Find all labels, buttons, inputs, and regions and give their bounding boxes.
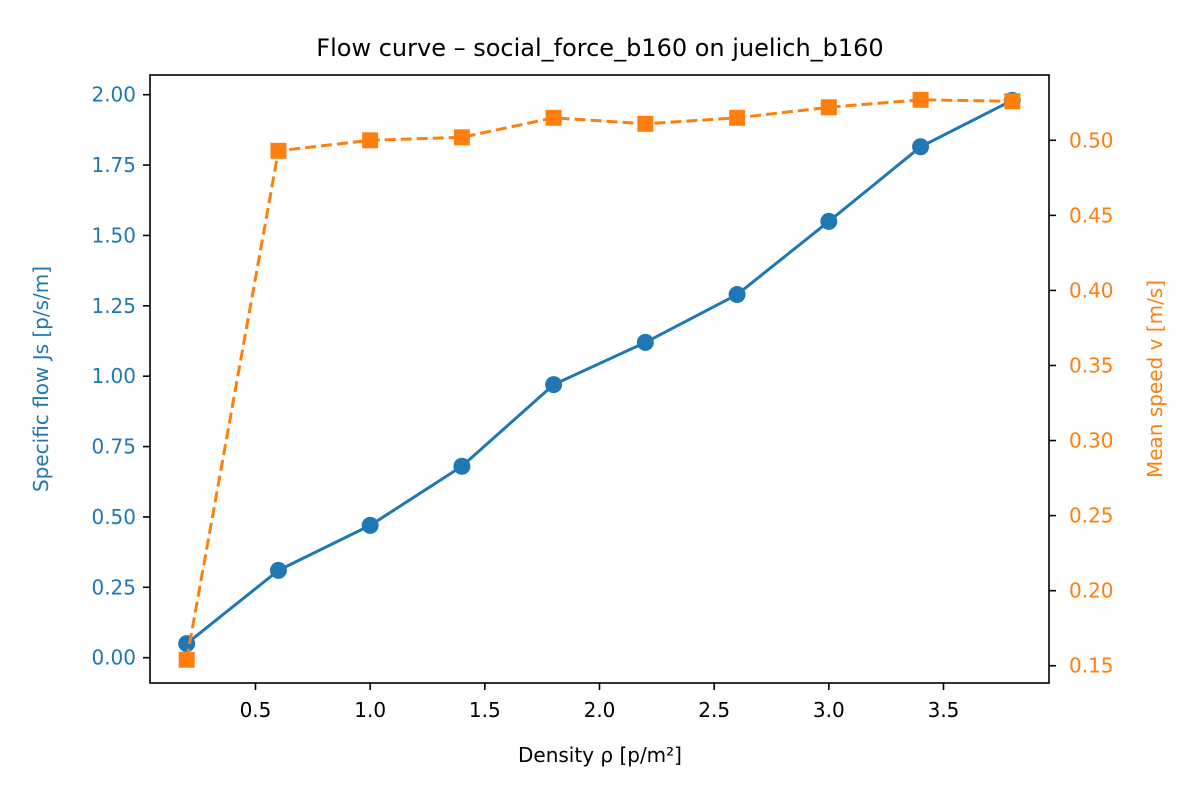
x-axis-label: Density ρ [p/m²] [518,743,682,767]
y-left-tick-label: 0.25 [91,575,136,599]
speed-data-point [912,91,929,108]
x-tick-label: 1.0 [354,698,386,722]
x-tick-label: 0.5 [240,698,272,722]
chart-title: Flow curve – social_force_b160 on juelic… [316,34,883,62]
y-right-tick-label: 0.45 [1069,203,1114,227]
speed-data-point [729,109,746,126]
speed-data-point [362,132,379,149]
speed-data-point [453,129,470,146]
y-left-tick-label: 1.75 [91,153,136,177]
y-right-tick-label: 0.25 [1069,504,1114,528]
flow-data-point [636,333,654,351]
x-tick-label: 1.5 [469,698,501,722]
y-right-axis-label: Mean speed v [m/s] [1143,280,1167,478]
flow-data-point [178,635,196,653]
y-left-axis-label: Specific flow Js [p/s/m] [29,266,53,492]
y-left-tick-label: 0.00 [91,646,136,670]
flow-series-line [185,98,1013,645]
y-left-tick-label: 1.25 [91,294,136,318]
x-tick-label: 3.5 [928,698,960,722]
flow-data-point [728,286,746,304]
plot-frame [149,74,1050,684]
y-left-tick-label: 0.50 [91,505,136,529]
speed-data-point [178,651,195,668]
flow-data-point [269,561,287,579]
plot-area [178,91,1021,668]
y-right-tick-label: 0.35 [1069,353,1114,377]
y-right-tick-label: 0.30 [1069,429,1114,453]
speed-series-line [185,98,1013,660]
flow-data-point [820,212,838,230]
speed-data-point [1004,93,1021,110]
x-tick-label: 2.5 [698,698,730,722]
y-left-tick-label: 1.00 [91,364,136,388]
y-left-tick-label: 2.00 [91,83,136,107]
flow-data-point [912,138,930,156]
flow-data-point [361,516,379,534]
speed-data-point [820,99,837,116]
y-right-tick-label: 0.20 [1069,579,1114,603]
speed-data-point [637,115,654,132]
axes: 0.5 1.0 1.5 2.0 2.5 3.0 3.5 0.00 0.25 0.50 0.75 1.0… [91,74,1114,722]
flow-data-point [545,376,563,394]
y-right-tick-label: 0.40 [1069,278,1114,302]
y-left-tick-label: 1.50 [91,223,136,247]
flow-data-point [453,457,471,475]
y-left-tick-label: 0.75 [91,435,136,459]
y-right-tick-label: 0.50 [1069,128,1114,152]
x-tick-label: 2.0 [584,698,616,722]
x-tick-label: 3.0 [813,698,845,722]
y-right-tick-label: 0.15 [1069,654,1114,678]
speed-data-point [270,142,287,159]
speed-data-point [545,109,562,126]
